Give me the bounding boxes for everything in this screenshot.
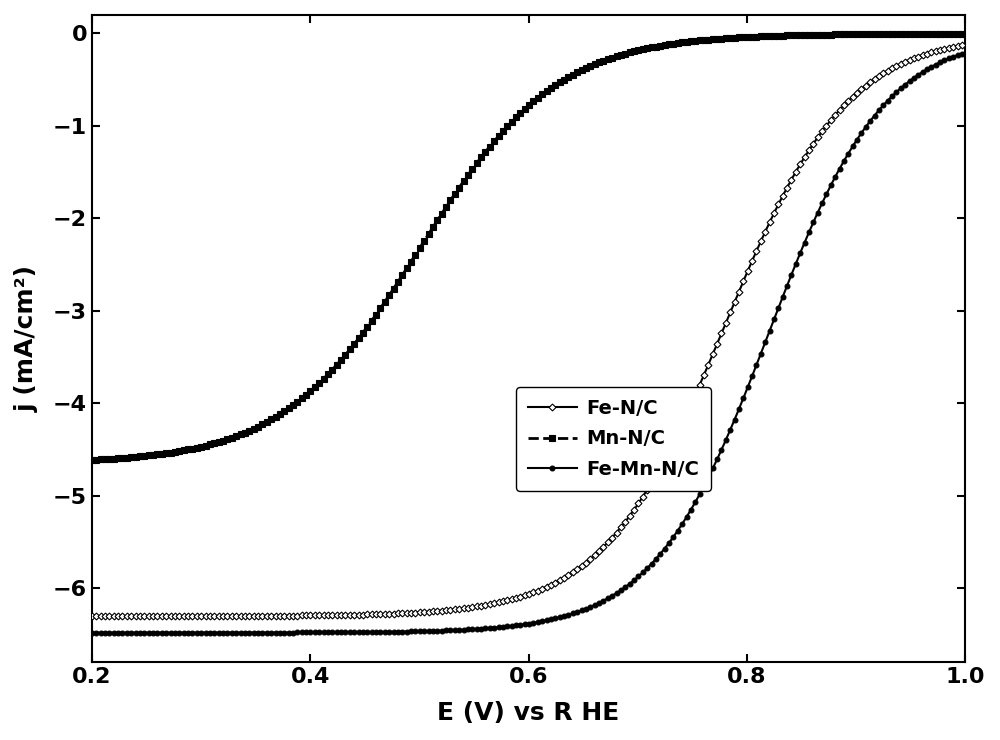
- Fe-N/C: [959, 40, 971, 49]
- Mn-N/C: [139, 451, 151, 460]
- Fe-Mn-N/C: [642, 562, 654, 571]
- Mn-N/C: [748, 33, 760, 41]
- Line: Fe-N/C: Fe-N/C: [89, 42, 968, 619]
- Fe-Mn-N/C: [593, 599, 605, 608]
- Fe-N/C: [593, 547, 605, 556]
- Fe-N/C: [616, 522, 628, 531]
- X-axis label: E (V) vs R HE: E (V) vs R HE: [437, 701, 620, 725]
- Mn-N/C: [959, 29, 971, 38]
- Fe-Mn-N/C: [139, 628, 151, 637]
- Fe-Mn-N/C: [86, 628, 98, 637]
- Fe-Mn-N/C: [616, 585, 628, 593]
- Mn-N/C: [86, 456, 98, 465]
- Fe-Mn-N/C: [838, 157, 850, 166]
- Fe-N/C: [642, 483, 654, 492]
- Fe-N/C: [748, 252, 760, 260]
- Fe-Mn-N/C: [748, 366, 760, 375]
- Mn-N/C: [838, 30, 850, 38]
- Fe-N/C: [86, 611, 98, 620]
- Legend: Fe-N/C, Mn-N/C, Fe-Mn-N/C: Fe-N/C, Mn-N/C, Fe-Mn-N/C: [516, 387, 711, 491]
- Fe-N/C: [838, 101, 850, 110]
- Mn-N/C: [616, 50, 628, 59]
- Fe-Mn-N/C: [959, 48, 971, 57]
- Mn-N/C: [593, 58, 605, 67]
- Line: Mn-N/C: Mn-N/C: [89, 31, 968, 462]
- Fe-N/C: [139, 611, 151, 620]
- Line: Fe-Mn-N/C: Fe-Mn-N/C: [89, 50, 968, 635]
- Y-axis label: j (mA/cm²): j (mA/cm²): [15, 265, 39, 412]
- Mn-N/C: [642, 44, 654, 53]
